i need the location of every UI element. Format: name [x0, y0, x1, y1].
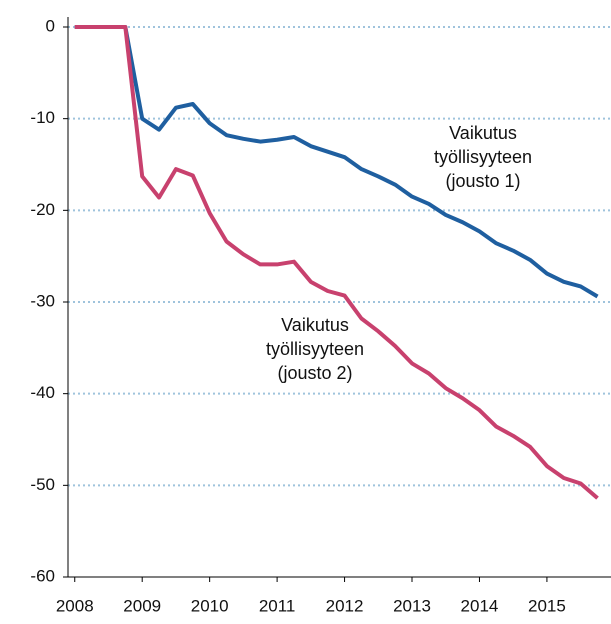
y-tick-label: -50 — [30, 475, 55, 494]
annotation: (jousto 2) — [277, 363, 352, 383]
x-tick-label: 2009 — [123, 596, 161, 615]
annotation: työllisyyteen — [266, 339, 364, 359]
y-tick-label: -60 — [30, 566, 55, 585]
y-tick-label: -30 — [30, 291, 55, 310]
series-line — [74, 25, 599, 500]
x-tick-label: 2013 — [393, 596, 431, 615]
x-tick-label: 2014 — [461, 596, 499, 615]
series-line — [74, 25, 599, 299]
x-tick-label: 2008 — [56, 596, 94, 615]
x-tick-label: 2010 — [191, 596, 229, 615]
x-tick-label: 2011 — [259, 596, 296, 615]
annotation: Vaikutus — [449, 123, 517, 143]
x-tick-label: 2015 — [528, 596, 566, 615]
y-tick-label: -10 — [30, 108, 55, 127]
x-tick-label: 2012 — [326, 596, 364, 615]
y-tick-label: 0 — [46, 16, 55, 35]
annotation: työllisyyteen — [434, 147, 532, 167]
y-tick-label: -40 — [30, 383, 55, 402]
y-tick-label: -20 — [30, 200, 55, 219]
annotation: (jousto 1) — [445, 171, 520, 191]
annotation: Vaikutus — [281, 315, 349, 335]
